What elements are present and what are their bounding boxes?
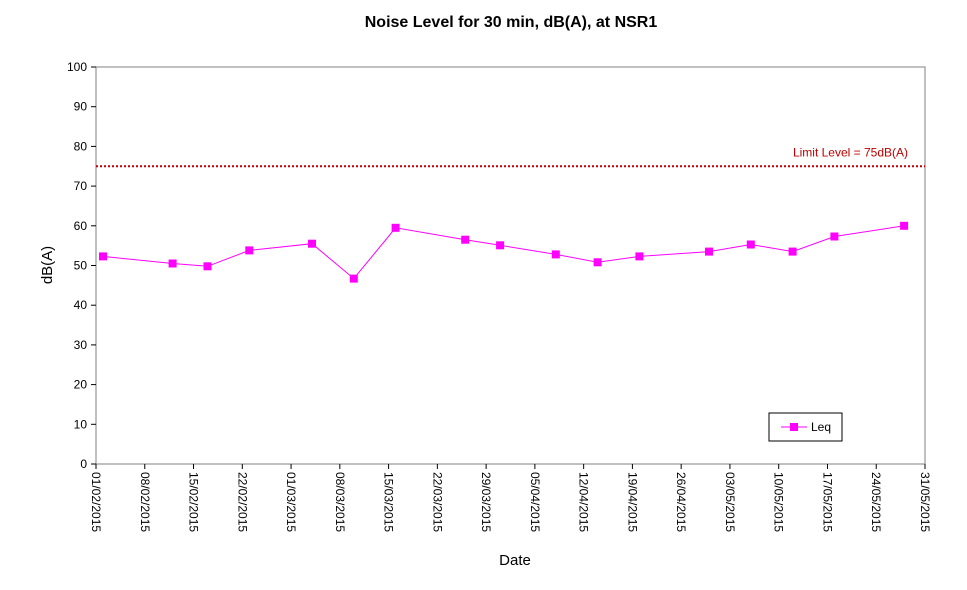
y-tick-label: 70 xyxy=(74,179,88,193)
x-tick-label: 08/03/2015 xyxy=(333,472,347,532)
data-point xyxy=(788,247,797,256)
x-tick-label: 29/03/2015 xyxy=(479,472,493,532)
y-tick-label: 60 xyxy=(74,219,88,233)
y-tick-label: 30 xyxy=(74,338,88,352)
x-tick-label: 15/02/2015 xyxy=(187,472,201,532)
plot-area xyxy=(95,66,926,465)
data-point xyxy=(496,241,505,250)
data-point xyxy=(746,240,755,249)
data-point xyxy=(203,262,212,271)
data-point xyxy=(830,232,839,241)
x-tick-label: 19/04/2015 xyxy=(625,472,639,532)
y-tick-label: 0 xyxy=(80,457,87,471)
series-group xyxy=(99,221,909,283)
limit-line-label: Limit Level = 75dB(A) xyxy=(793,145,908,159)
y-tick-label: 10 xyxy=(74,417,88,431)
x-tick-label: 17/05/2015 xyxy=(820,472,834,532)
x-tick-label: 22/03/2015 xyxy=(430,472,444,532)
y-tick-label: 80 xyxy=(74,139,88,153)
y-tick-label: 40 xyxy=(74,298,88,312)
x-axis: 01/02/2015 08/02/2015 15/02/2015 22/02/2015… xyxy=(89,464,932,532)
limit-line-group: Limit Level = 75dB(A) xyxy=(96,145,925,168)
x-tick-label: 24/05/2015 xyxy=(869,472,883,532)
series-line-leq xyxy=(102,225,905,280)
x-tick-label: 01/02/2015 xyxy=(89,472,103,532)
data-point xyxy=(99,252,107,261)
y-axis-label: dB(A) xyxy=(39,246,56,284)
data-point xyxy=(593,258,602,267)
legend: Leq xyxy=(768,412,843,442)
x-tick-label: 22/02/2015 xyxy=(235,472,249,532)
data-point xyxy=(391,223,400,232)
data-point xyxy=(551,250,560,259)
x-tick-label: 01/03/2015 xyxy=(284,472,298,532)
x-tick-label: 10/05/2015 xyxy=(772,472,786,532)
legend-label-leq: Leq xyxy=(811,420,831,434)
plot-frame xyxy=(95,66,926,465)
x-tick-label: 08/02/2015 xyxy=(138,472,152,532)
x-tick-label: 12/04/2015 xyxy=(577,472,591,532)
y-tick-label: 90 xyxy=(74,100,88,114)
data-point xyxy=(168,259,177,268)
data-point xyxy=(705,247,713,256)
x-tick-label: 31/05/2015 xyxy=(918,472,932,532)
data-point xyxy=(635,252,644,261)
y-axis: 0 10 20 30 40 50 60 70 80 90 100 xyxy=(67,60,96,471)
x-tick-label: 15/03/2015 xyxy=(382,472,396,532)
x-tick-label: 05/04/2015 xyxy=(528,472,542,532)
data-point xyxy=(349,274,358,283)
legend-marker xyxy=(790,423,798,431)
x-tick-label: 03/05/2015 xyxy=(723,472,737,532)
y-tick-label: 50 xyxy=(74,259,88,273)
y-tick-label: 20 xyxy=(74,378,88,392)
chart-title: Noise Level for 30 min, dB(A), at NSR1 xyxy=(365,14,658,31)
x-axis-label: Date xyxy=(499,552,531,569)
y-tick-label: 100 xyxy=(67,60,87,74)
data-point xyxy=(245,246,254,255)
data-point xyxy=(461,235,470,244)
data-point xyxy=(308,239,316,248)
x-tick-label: 26/04/2015 xyxy=(674,472,688,532)
data-point xyxy=(900,221,909,230)
